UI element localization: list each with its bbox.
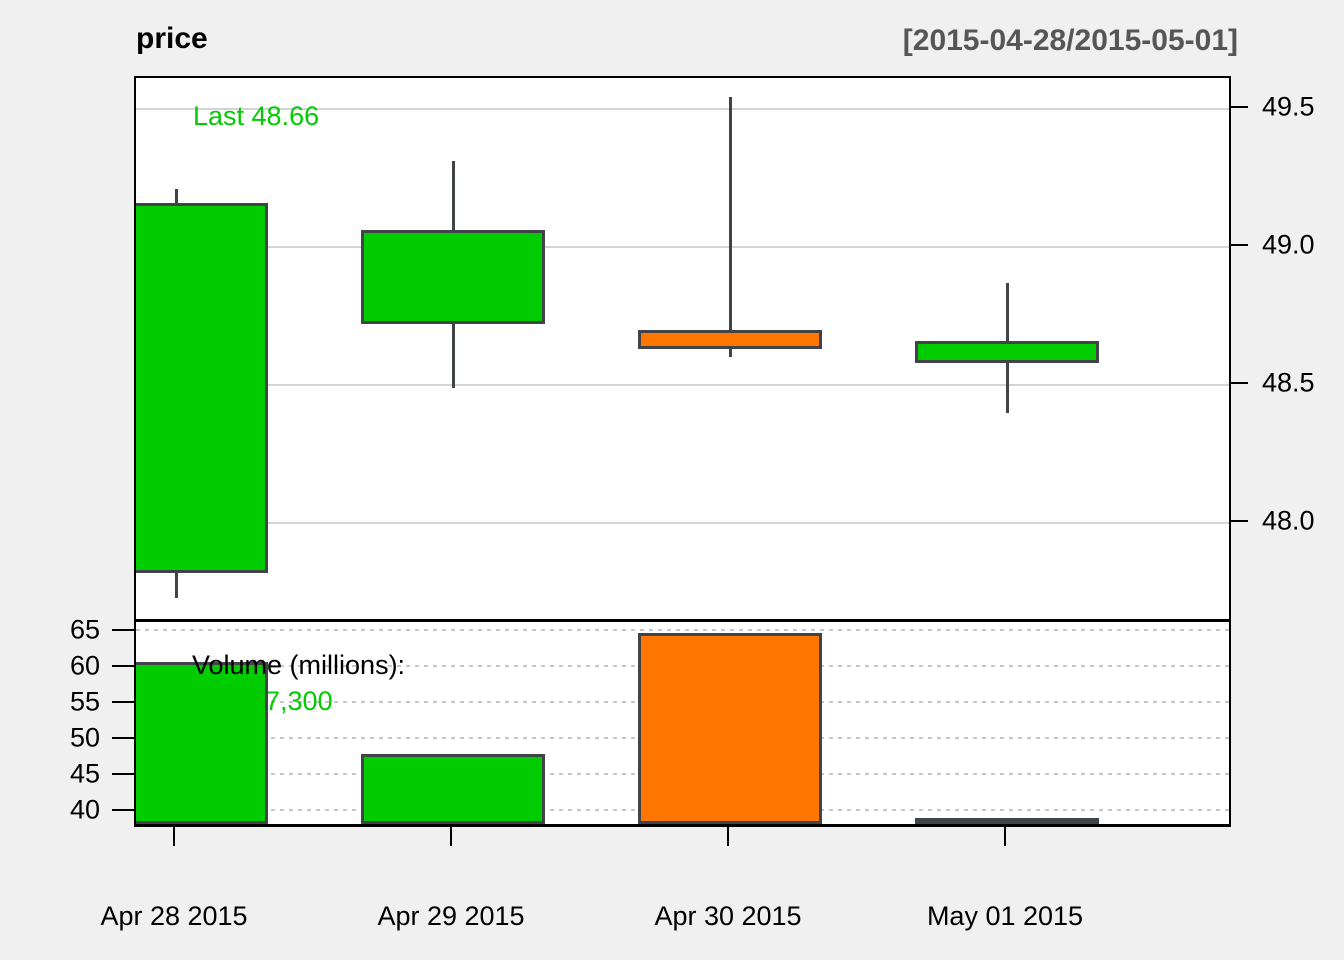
price-axis-label: 48.0	[1262, 505, 1315, 536]
volume-axis-label: 40	[69, 794, 100, 825]
volume-axis-label: 60	[69, 650, 100, 681]
price-axis-tick	[1231, 382, 1248, 385]
volume-axis-tick	[112, 773, 134, 775]
price-gridline	[136, 107, 1229, 110]
volume-axis-tick	[112, 629, 134, 631]
volume-bar	[136, 661, 268, 824]
volume-bar	[361, 753, 545, 824]
volume-axis-tick	[112, 701, 134, 703]
x-axis-tick	[727, 827, 729, 846]
x-axis-label: Apr 28 2015	[100, 901, 248, 931]
price-axis-label: 48.5	[1262, 367, 1315, 398]
volume-axis-tick	[112, 665, 134, 667]
price-axis-tick	[1231, 105, 1248, 108]
volume-axis-label: 50	[69, 722, 100, 753]
last-price-label: Last 48.66	[193, 101, 320, 131]
volume-bar	[638, 632, 822, 824]
volume-axis-label: 65	[69, 614, 100, 645]
volume-bar	[915, 817, 1099, 824]
volume-gridline	[136, 629, 1229, 631]
candle-body	[915, 340, 1099, 363]
x-axis-tick	[1004, 827, 1006, 846]
volume-axis-label: 55	[69, 686, 100, 717]
volume-axis-tick	[112, 737, 134, 739]
price-axis-tick	[1231, 520, 1248, 523]
price-axis-label: 49.0	[1262, 229, 1315, 260]
candle-body	[136, 202, 268, 574]
price-panel: Last 48.66	[134, 76, 1231, 622]
price-axis-tick	[1231, 243, 1248, 246]
volume-panel-title: Volume (millions):	[192, 650, 406, 680]
candle-body	[638, 329, 822, 350]
candle-wick	[728, 97, 732, 358]
x-axis-label: May 01 2015	[926, 901, 1084, 931]
volume-axis-tick	[112, 809, 134, 811]
x-axis-tick	[450, 827, 452, 846]
candle-body	[361, 230, 545, 325]
volume-axis-label: 45	[69, 758, 100, 789]
chart-date-range: [2015-04-28/2015-05-01]	[902, 24, 1238, 57]
x-axis-tick	[173, 827, 175, 846]
x-axis-label: Apr 29 2015	[377, 901, 525, 931]
chart-title: price	[136, 22, 208, 55]
price-gridline	[136, 522, 1229, 525]
price-gridline	[136, 245, 1229, 248]
volume-panel: 37,300 Volume (millions):	[134, 622, 1231, 827]
price-gridline	[136, 384, 1229, 387]
x-axis-label: Apr 30 2015	[654, 901, 802, 931]
price-axis-label: 49.5	[1262, 91, 1315, 122]
